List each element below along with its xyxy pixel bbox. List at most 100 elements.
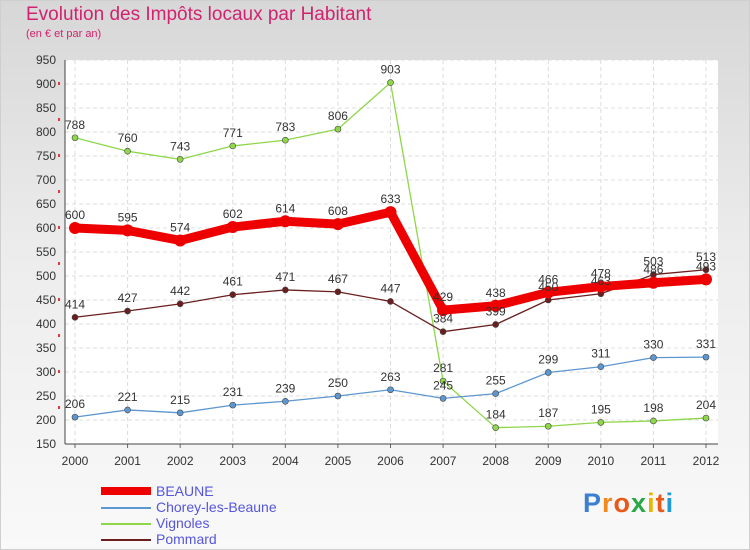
data-point-chorey-les-beaune [492,390,499,397]
data-point-vignoles [702,414,710,422]
data-label-pommard: 513 [696,250,716,264]
data-label-pommard: 384 [433,312,453,326]
data-point-chorey-les-beaune [597,363,605,371]
data-label-vignoles: 760 [118,131,138,145]
data-point-vignoles [387,79,394,86]
data-label-chorey-les-beaune: 263 [380,370,400,384]
data-point-vignoles [492,424,499,431]
data-point-pommard [282,286,289,294]
data-point-chorey-les-beaune [176,409,184,417]
x-tick-label: 2005 [325,454,352,468]
y-tick-label: 550 [36,245,56,259]
data-point-vignoles [544,422,552,430]
logo-letter: i [647,488,656,518]
data-label-pommard: 399 [486,304,506,318]
data-point-chorey-les-beaune [229,401,237,409]
x-tick-label: 2003 [219,454,246,468]
y-tick-label: 200 [36,413,56,427]
y-tick-label: 650 [36,197,56,211]
data-point-beaune [226,221,239,234]
data-label-chorey-les-beaune: 330 [643,338,663,352]
data-label-chorey-les-beaune: 206 [65,397,85,411]
x-tick-label: 2012 [693,454,720,468]
chart-subtitle: (en € et par an) [26,28,102,40]
data-label-chorey-les-beaune: 215 [170,393,190,407]
y-tick-label: 500 [36,269,56,283]
data-label-chorey-les-beaune: 221 [118,390,138,404]
data-label-beaune: 429 [433,290,453,304]
data-point-beaune [69,222,81,234]
data-point-beaune [542,286,555,299]
proxiti-logo: Proxiti [583,488,674,519]
x-tick-label: 2006 [377,454,404,468]
data-point-chorey-les-beaune [334,392,342,400]
data-point-vignoles [439,377,447,385]
chart-title: Evolution des Impôts locaux par Habitant [26,4,372,25]
data-label-chorey-les-beaune: 331 [696,337,716,351]
legend-label-pommard: Pommard [156,531,217,547]
data-label-beaune: 493 [696,259,716,273]
data-point-pommard [124,307,131,315]
x-tick-label: 2000 [62,454,89,468]
legend-swatch-beaune [101,487,151,495]
data-label-vignoles: 281 [433,361,453,375]
data-point-vignoles [229,142,237,150]
legend-swatch-vignoles [101,523,151,525]
data-label-chorey-les-beaune: 245 [433,378,453,392]
data-label-chorey-les-beaune: 231 [223,385,243,399]
data-label-chorey-les-beaune: 250 [328,376,348,390]
logo-letter: x [631,488,648,518]
y-tick-label: 250 [36,389,56,403]
data-point-vignoles [71,134,79,142]
data-point-vignoles [650,417,657,425]
data-point-beaune [384,206,397,219]
y-tick-label: 400 [36,317,56,331]
data-label-vignoles: 783 [275,120,295,134]
data-point-beaune [279,215,292,228]
data-point-pommard [71,313,79,321]
y-tick-label: 150 [36,437,56,451]
data-point-beaune [700,273,712,286]
data-point-chorey-les-beaune [702,353,710,361]
data-label-vignoles: 743 [170,139,190,153]
data-label-vignoles: 204 [696,398,716,412]
data-label-vignoles: 198 [643,401,663,415]
data-point-pommard [702,266,710,274]
data-label-pommard: 427 [118,291,138,305]
data-label-chorey-les-beaune: 299 [538,352,558,366]
y-tick-label: 300 [36,365,56,379]
data-point-chorey-les-beaune [71,413,79,421]
data-label-pommard: 461 [223,275,243,289]
data-label-vignoles: 806 [328,109,348,123]
y-tick-label: 900 [36,77,56,91]
data-label-pommard: 442 [170,284,190,298]
data-point-beaune [121,224,134,237]
y-tick-label: 800 [36,125,56,139]
y-tick-label: 750 [36,149,56,163]
data-point-chorey-les-beaune [439,395,447,402]
data-point-pommard [176,300,184,308]
data-label-pommard: 450 [538,280,558,294]
data-point-pommard [387,298,394,305]
data-point-vignoles [597,419,605,426]
data-label-vignoles: 771 [223,126,243,140]
data-label-beaune: 608 [328,204,348,218]
x-tick-label: 2001 [114,454,141,468]
legend-label-beaune: BEAUNE [156,483,214,499]
grid-lines [65,59,718,445]
axes: 150 200 250 300 350 400 450 500 550 600 650 700 750 8… [36,53,720,468]
data-point-beaune [647,276,660,289]
data-label-pommard: 463 [591,274,611,288]
data-label-vignoles: 187 [538,406,558,420]
data-point-pommard [229,291,237,299]
y-tick-label: 850 [36,101,56,115]
data-label-chorey-les-beaune: 239 [275,381,295,395]
legend-label-vignoles: Vignoles [156,515,210,531]
data-point-vignoles [334,125,342,133]
x-tick-label: 2008 [482,454,509,468]
data-point-chorey-les-beaune [650,354,657,361]
data-label-chorey-les-beaune: 311 [591,347,610,361]
data-label-beaune: 478 [591,267,611,281]
data-label-beaune: 614 [275,201,295,215]
data-point-vignoles [124,147,131,155]
